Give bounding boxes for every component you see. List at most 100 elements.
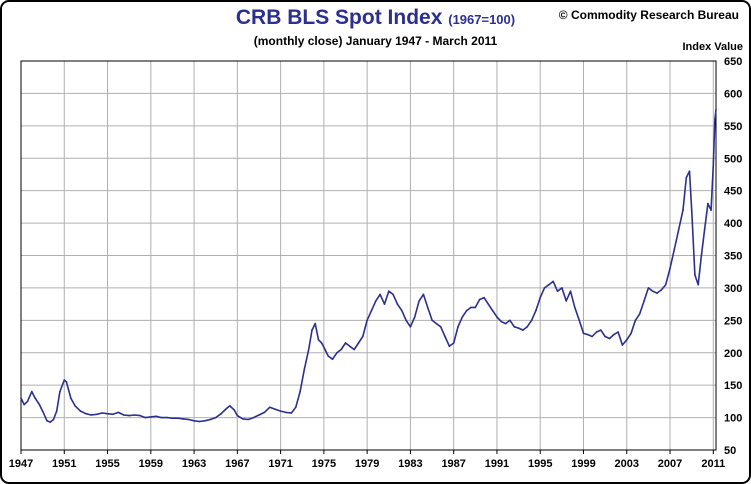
y-tick-label: 350 (724, 251, 742, 263)
data-point (311, 329, 313, 331)
y-axis-label: Index Value (682, 41, 743, 53)
data-point (431, 319, 433, 322)
data-point (204, 420, 206, 422)
data-point (171, 417, 174, 420)
data-point (55, 410, 58, 412)
x-tick-label: 1975 (312, 458, 336, 470)
data-point (279, 410, 282, 412)
x-tick-label: 2003 (615, 458, 639, 470)
data-point (604, 335, 606, 338)
data-point (269, 406, 271, 409)
data-point (621, 344, 624, 346)
x-tick-label: 1947 (9, 458, 33, 470)
data-point (295, 406, 297, 409)
data-point (673, 248, 676, 250)
data-point (263, 411, 266, 414)
data-point (600, 329, 602, 331)
data-point (422, 293, 425, 296)
x-tick-label: 1979 (355, 458, 379, 470)
y-tick-label: 300 (724, 283, 742, 295)
data-point (556, 290, 559, 293)
x-tick-label: 2011 (701, 458, 725, 470)
data-point (38, 403, 41, 406)
data-point (457, 326, 459, 328)
x-tick-label: 1987 (441, 458, 465, 470)
data-point (690, 209, 693, 211)
data-point (379, 293, 381, 296)
data-point (491, 309, 494, 312)
data-point (90, 414, 93, 416)
data-point (155, 415, 157, 418)
data-point (405, 319, 407, 322)
data-point (656, 292, 658, 294)
data-point (160, 416, 163, 419)
data-point (513, 326, 516, 328)
data-point (383, 303, 386, 305)
data-point (413, 316, 416, 318)
data-point (685, 176, 688, 179)
data-point (608, 337, 611, 340)
data-point (682, 209, 684, 211)
data-point (461, 316, 464, 318)
data-point (530, 319, 533, 322)
x-tick-label: 1983 (398, 458, 422, 470)
data-point (85, 412, 87, 415)
data-point (595, 331, 598, 333)
data-point (117, 411, 120, 414)
data-point (314, 322, 317, 325)
data-point (52, 418, 55, 421)
data-point (317, 339, 320, 341)
y-tick-label: 100 (724, 413, 742, 425)
data-point (20, 397, 22, 399)
data-point (483, 296, 485, 299)
data-point (340, 348, 343, 351)
data-point (647, 287, 650, 289)
data-point (478, 298, 481, 301)
data-point (46, 420, 48, 422)
data-point (123, 414, 125, 416)
data-point (299, 390, 301, 393)
data-point (23, 403, 26, 406)
data-point (426, 306, 429, 309)
data-point (630, 332, 632, 335)
data-point (565, 300, 567, 302)
data-point (65, 381, 68, 383)
data-point (522, 329, 524, 331)
data-point (535, 309, 537, 312)
data-point (626, 339, 628, 341)
y-tick-label: 150 (724, 380, 742, 392)
data-point (664, 283, 667, 286)
data-point (198, 420, 201, 423)
data-point (448, 345, 451, 348)
data-point (233, 409, 235, 411)
data-point (242, 418, 244, 420)
data-point (643, 300, 645, 302)
chart-title: CRB BLS Spot Index (1967=100) (0, 6, 751, 30)
data-point (435, 322, 438, 325)
data-point (409, 326, 412, 328)
data-point (187, 418, 190, 421)
y-tick-label: 500 (724, 153, 742, 165)
data-point (258, 414, 260, 416)
data-point (225, 407, 228, 410)
x-tick-label: 2007 (658, 458, 682, 470)
data-point (101, 412, 103, 414)
data-point (712, 163, 715, 166)
x-tick-label: 1995 (528, 458, 552, 470)
data-point (139, 414, 141, 417)
data-point (677, 228, 680, 231)
data-point (574, 306, 576, 309)
data-point (539, 296, 541, 299)
data-point (290, 412, 293, 414)
data-point (106, 412, 109, 415)
data-point (327, 355, 330, 357)
data-point (707, 202, 709, 205)
y-tick-label: 200 (724, 348, 742, 360)
x-tick-label: 1959 (139, 458, 163, 470)
data-point (166, 416, 168, 419)
data-point (613, 333, 615, 336)
plot-border (20, 60, 717, 451)
data-point (357, 342, 360, 344)
x-tick-label: 1951 (52, 458, 76, 470)
